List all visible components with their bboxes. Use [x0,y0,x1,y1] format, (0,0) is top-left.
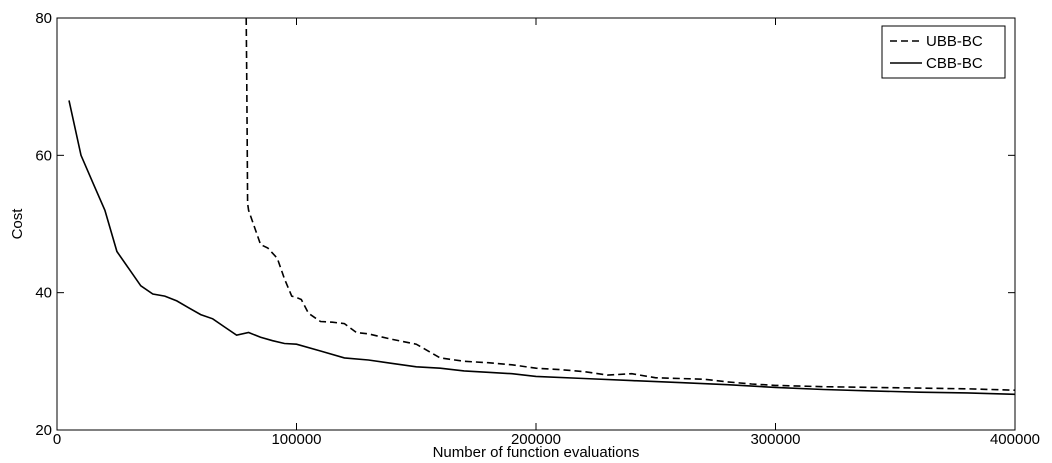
y-tick-label: 60 [35,147,52,164]
x-tick-label: 200000 [511,431,561,448]
series-line-cbb-bc [68,100,1016,396]
legend-box [881,25,1006,79]
legend-label: UBB-BC [926,33,983,50]
x-axis-label: Number of function evaluations [433,444,640,461]
y-axis-label: Cost [9,208,26,240]
y-tick-label: 80 [35,10,52,27]
axis-ticks: 0 100000 200000 300000 400000 20 40 60 80 [35,10,1040,448]
x-tick-label: 300000 [750,431,800,448]
y-tick-label: 20 [35,422,52,439]
x-tick-label: 100000 [271,431,321,448]
series-line-ubb-bc [245,17,1016,391]
legend-label: CBB-BC [926,55,983,72]
x-tick-label: 0 [53,431,61,448]
y-tick-label: 40 [35,285,52,302]
legend: UBB-BC CBB-BC [881,25,1006,79]
series-layer [68,17,1016,396]
x-tick-label: 400000 [990,431,1040,448]
